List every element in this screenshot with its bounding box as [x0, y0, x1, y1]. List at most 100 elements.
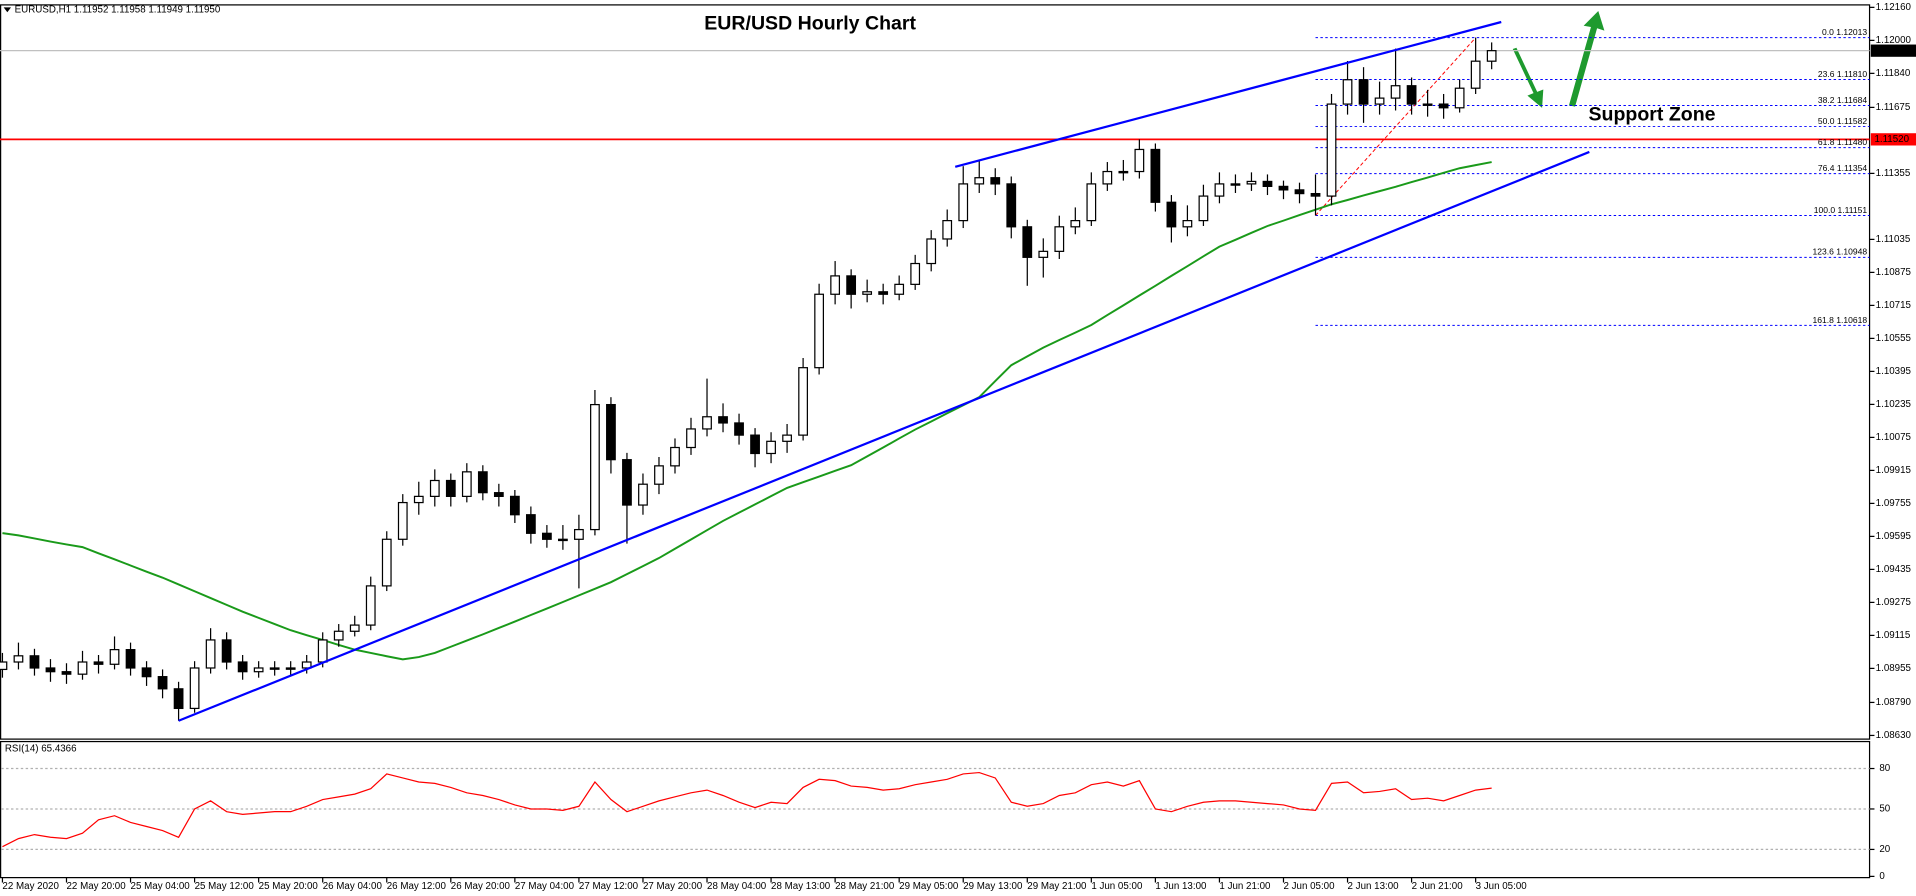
candle-body [782, 434, 792, 442]
rsi-tick-label: 0 [1879, 871, 1885, 882]
candle-body [942, 220, 953, 240]
candle-body [1230, 183, 1241, 186]
x-tick-label: 29 May 13:00 [963, 881, 1023, 892]
candle-body [237, 661, 248, 673]
candle-body [109, 649, 120, 665]
y-tick-label: 1.12000 [1876, 35, 1912, 46]
candle-body [77, 661, 88, 675]
fib-anchor [1315, 37, 1477, 216]
candle-body [750, 434, 760, 455]
candle-body [381, 538, 392, 587]
fib-label: 61.8 1.11480 [1818, 137, 1867, 147]
candle-body [1246, 180, 1257, 185]
x-tick-label: 26 May 12:00 [387, 881, 447, 892]
candle-body [1022, 226, 1033, 258]
y-tick-label: 1.11035 [1876, 234, 1911, 245]
candle-body [1390, 85, 1401, 99]
x-tick-label: 26 May 04:00 [323, 881, 383, 892]
candle-body [13, 655, 24, 663]
candle-body [574, 528, 584, 540]
x-tick-label: 2 Jun 05:00 [1283, 881, 1335, 892]
candle-body [638, 483, 648, 506]
candle-body [990, 177, 1001, 185]
candle-body [93, 661, 104, 665]
x-tick-label: 1 Jun 21:00 [1219, 881, 1271, 892]
x-tick-label: 29 May 05:00 [899, 881, 959, 892]
candle-body [125, 649, 136, 669]
y-tick-label: 1.10555 [1876, 333, 1912, 344]
y-tick-label: 1.09435 [1876, 564, 1912, 575]
candle-body [1214, 183, 1225, 197]
y-tick-label: 1.09915 [1876, 465, 1912, 476]
candle-body [189, 667, 200, 710]
candle-body [1454, 87, 1465, 109]
candle-body [974, 177, 985, 185]
annotation-text: Support Zone [1589, 103, 1716, 125]
candle-body [654, 465, 664, 485]
x-tick-label: 3 Jun 05:00 [1476, 881, 1528, 892]
fib-label: 23.6 1.11810 [1818, 69, 1867, 79]
candle-body [702, 416, 712, 430]
candle-body [493, 492, 504, 497]
candle-body [1486, 50, 1497, 62]
trendline [954, 20, 1502, 168]
candle-body [1438, 103, 1449, 109]
candle-body [798, 367, 808, 436]
candle-body [830, 275, 841, 295]
candle-body [1086, 183, 1097, 222]
y-tick-label: 1.08630 [1876, 730, 1912, 741]
candle-body [766, 440, 776, 455]
candle-body [894, 283, 905, 295]
candle-body [926, 238, 937, 265]
x-tick-label: 25 May 20:00 [259, 881, 319, 892]
candle-body [590, 403, 600, 531]
candle-body [910, 262, 921, 285]
fib-label: 76.4 1.11354 [1818, 163, 1867, 173]
y-tick-label: 1.09755 [1876, 498, 1912, 509]
candle-body [1342, 79, 1353, 105]
fib-label: 161.8 1.10618 [1813, 315, 1868, 325]
candle-body [606, 403, 616, 461]
candle-body [1166, 201, 1177, 228]
x-tick-label: 27 May 20:00 [643, 881, 703, 892]
candle-body [1470, 60, 1481, 89]
x-tick-label: 27 May 12:00 [579, 881, 639, 892]
moving-average [2, 161, 1492, 661]
y-tick-label: 1.11355 [1876, 168, 1911, 179]
candle-body [958, 183, 969, 222]
candle-body [1038, 250, 1049, 258]
x-tick-label: 27 May 04:00 [515, 881, 575, 892]
candle-body [253, 667, 264, 673]
x-tick-label: 1 Jun 05:00 [1091, 881, 1143, 892]
candle-body [349, 624, 360, 632]
candle-body [285, 667, 296, 670]
candle-body [365, 585, 376, 626]
arrow-down [1512, 47, 1544, 108]
candle-body [558, 538, 568, 542]
level-label: 1.11520 [1874, 134, 1909, 145]
candle-body [1358, 79, 1369, 105]
candle-body [221, 639, 232, 663]
candle-body [862, 291, 873, 295]
x-tick-label: 22 May 2020 [2, 881, 59, 892]
candle-body [29, 655, 40, 669]
candle-body [686, 428, 696, 449]
x-tick-label: 25 May 04:00 [131, 881, 191, 892]
rsi-tick-label: 50 [1879, 804, 1890, 815]
candle-body [734, 422, 744, 436]
candle-body [173, 688, 184, 710]
candle-body [1278, 185, 1289, 191]
fib-label: 38.2 1.11684 [1818, 95, 1867, 105]
candle-body [141, 667, 152, 678]
candle-body [413, 495, 424, 504]
candle-body [1134, 148, 1145, 173]
candle-body [1150, 148, 1161, 203]
candle-body [317, 639, 328, 663]
y-tick-label: 1.11840 [1876, 68, 1911, 79]
candle-body [45, 667, 56, 673]
x-tick-label: 1 Jun 13:00 [1155, 881, 1207, 892]
fib-label: 123.6 1.10948 [1813, 247, 1868, 257]
fib-label: 50.0 1.11582 [1818, 116, 1867, 126]
